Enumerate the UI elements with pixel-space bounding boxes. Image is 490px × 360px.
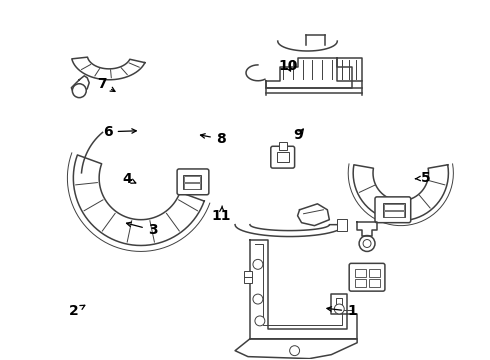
Text: 9: 9 [294, 129, 303, 142]
FancyBboxPatch shape [375, 197, 411, 223]
Bar [369, 269, 380, 277]
Text: 4: 4 [122, 172, 136, 186]
Polygon shape [250, 239, 357, 339]
Text: 5: 5 [416, 171, 431, 185]
Bar [184, 183, 200, 189]
Bar [384, 211, 404, 217]
Text: 10: 10 [278, 59, 297, 73]
Polygon shape [337, 58, 362, 81]
FancyBboxPatch shape [349, 264, 385, 291]
Polygon shape [357, 222, 377, 235]
Text: 7: 7 [97, 77, 115, 91]
Text: 8: 8 [200, 132, 225, 146]
Circle shape [253, 294, 263, 304]
Circle shape [73, 84, 86, 98]
Polygon shape [235, 225, 344, 237]
Polygon shape [72, 57, 145, 80]
Text: 3: 3 [126, 222, 157, 237]
Text: 6: 6 [103, 125, 136, 139]
Polygon shape [235, 339, 357, 359]
Text: 2: 2 [69, 305, 85, 319]
Circle shape [363, 239, 371, 247]
Polygon shape [266, 58, 352, 88]
Text: 11: 11 [212, 206, 231, 223]
Bar [279, 142, 287, 150]
FancyBboxPatch shape [177, 169, 209, 195]
Bar [277, 152, 289, 162]
Circle shape [255, 316, 265, 326]
Polygon shape [72, 76, 89, 95]
Bar [383, 203, 405, 217]
Circle shape [334, 304, 344, 314]
Bar [355, 269, 366, 277]
Bar [355, 279, 366, 287]
Bar [369, 279, 380, 287]
Bar [337, 219, 347, 231]
Polygon shape [74, 155, 204, 246]
FancyBboxPatch shape [271, 146, 294, 168]
Circle shape [359, 235, 375, 251]
Polygon shape [297, 204, 329, 226]
Bar [184, 176, 200, 182]
Polygon shape [353, 165, 448, 221]
Bar [384, 204, 404, 210]
Bar [244, 271, 252, 283]
Bar [183, 175, 201, 189]
Circle shape [290, 346, 299, 356]
Text: 1: 1 [327, 305, 357, 319]
Circle shape [253, 260, 263, 269]
